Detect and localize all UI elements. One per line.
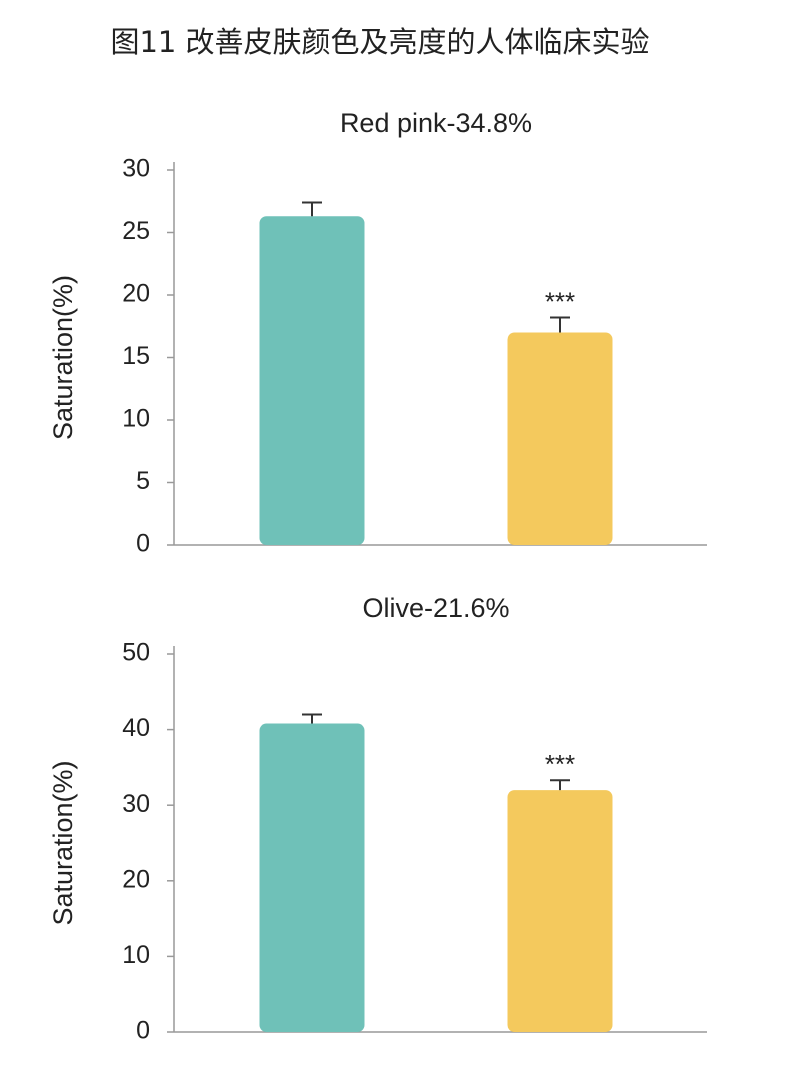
annotation: *** bbox=[545, 749, 575, 779]
y-tick-label: 20 bbox=[122, 280, 150, 308]
error-bar bbox=[550, 316, 570, 333]
y-tick-label: 10 bbox=[122, 405, 150, 433]
y-axis-label: Saturation(%) bbox=[48, 275, 78, 440]
y-tick-label: 0 bbox=[136, 530, 150, 558]
y-tick-label: 5 bbox=[136, 467, 150, 495]
y-tick-label: 10 bbox=[122, 941, 150, 969]
chart-title: Olive-21.6% bbox=[362, 593, 509, 623]
figure-title: 图11 改善皮肤颜色及亮度的人体临床实验 bbox=[110, 25, 649, 59]
bar bbox=[259, 216, 365, 545]
chart-title: Red pink-34.8% bbox=[340, 108, 532, 138]
y-tick-label: 50 bbox=[122, 639, 150, 667]
y-tick-label: 25 bbox=[122, 217, 150, 245]
annotation: *** bbox=[545, 286, 575, 316]
y-tick-label: 20 bbox=[122, 865, 150, 893]
bar bbox=[507, 790, 613, 1032]
bar bbox=[507, 332, 613, 545]
y-axis-label: Saturation(%) bbox=[48, 760, 78, 925]
error-bar bbox=[302, 713, 322, 724]
y-tick-label: 0 bbox=[136, 1017, 150, 1045]
y-tick-label: 40 bbox=[122, 714, 150, 742]
y-tick-label: 15 bbox=[122, 342, 150, 370]
error-bar bbox=[550, 779, 570, 791]
y-tick-label: 30 bbox=[122, 790, 150, 818]
y-tick-label: 30 bbox=[122, 155, 150, 183]
error-bar bbox=[302, 201, 322, 217]
bar bbox=[259, 723, 365, 1032]
